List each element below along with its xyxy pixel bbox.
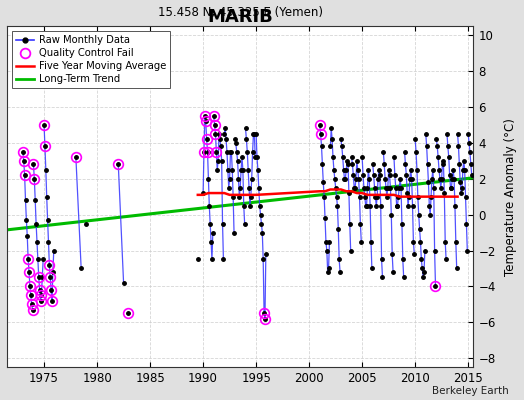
Title: MARIB: MARIB <box>208 8 273 26</box>
Text: 15.458 N, 45.325 E (Yemen): 15.458 N, 45.325 E (Yemen) <box>158 6 323 19</box>
Y-axis label: Temperature Anomaly (°C): Temperature Anomaly (°C) <box>504 118 517 276</box>
Text: Berkeley Earth: Berkeley Earth <box>432 386 508 396</box>
Legend: Raw Monthly Data, Quality Control Fail, Five Year Moving Average, Long-Term Tren: Raw Monthly Data, Quality Control Fail, … <box>12 31 170 88</box>
